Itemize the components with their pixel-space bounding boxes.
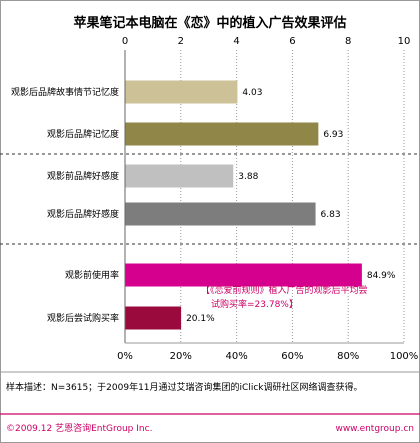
bottom-tick-label: 40% (225, 351, 247, 362)
top-tick-label: 4 (233, 36, 239, 47)
value-label: 3.88 (238, 172, 258, 182)
category-label: 观影后品牌记忆度 (47, 128, 119, 140)
sample-note: 样本描述：N=3615；于2009年11月通过艾瑞咨询集团的iClick调研社区… (6, 381, 362, 393)
top-tick-label: 6 (289, 36, 295, 47)
category-label: 观影前使用率 (65, 269, 119, 281)
top-tick-label: 2 (178, 36, 184, 47)
top-tick-label: 10 (398, 36, 411, 47)
bar (125, 164, 234, 188)
bar (125, 80, 238, 104)
top-axis-ticks: 0 2 4 6 8 10 (122, 36, 411, 47)
chart-title: 苹果笔记本电脑在《恋》中的植入广告效果评估 (73, 15, 346, 31)
bar (125, 306, 182, 330)
copyright-text: ©2009.12 艺恩咨询EntGroup Inc. (6, 422, 152, 434)
category-label: 观影后尝试购买率 (47, 312, 119, 324)
top-tick-label: 0 (122, 36, 128, 47)
annotation-line-2: 试购买率=23.78%】 (211, 298, 298, 310)
bottom-axis-ticks: 0% 20% 40% 60% 80% 100% (117, 351, 418, 362)
value-label: 20.1% (186, 314, 215, 324)
bar (125, 202, 316, 226)
top-tick-label: 8 (345, 36, 351, 47)
annotation-line-1: 【《恋爱前规则》植入广告的观影后平均尝 (201, 284, 368, 296)
bottom-tick-label: 80% (337, 351, 359, 362)
upper-bars: 观影后品牌故事情节记忆度 4.03 观影后品牌记忆度 6.93 观影前品牌好感度 3.88… (11, 80, 343, 226)
bar (125, 263, 362, 287)
bottom-tick-label: 0% (117, 351, 133, 362)
bottom-tick-label: 60% (281, 351, 303, 362)
category-label: 观影前品牌好感度 (47, 170, 119, 182)
category-label: 观影后品牌故事情节记忆度 (11, 86, 119, 98)
bar (125, 122, 319, 146)
bottom-tick-label: 20% (170, 351, 192, 362)
value-label: 6.93 (323, 130, 343, 140)
category-label: 观影后品牌好感度 (47, 208, 119, 220)
value-label: 6.83 (321, 210, 341, 220)
value-label: 4.03 (242, 88, 262, 98)
website-link[interactable]: www.entgroup.cn (335, 424, 414, 434)
lower-bars: 观影前使用率 84.9% 观影后尝试购买率 20.1% (47, 263, 396, 330)
value-label: 84.9% (367, 271, 396, 281)
bottom-tick-label: 100% (390, 351, 419, 362)
